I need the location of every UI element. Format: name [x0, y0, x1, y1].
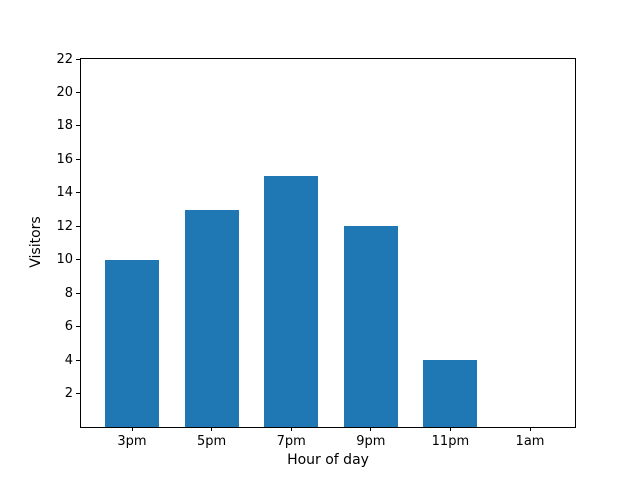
x-tick-mark [370, 427, 372, 431]
y-tick-label: 4 [64, 352, 73, 368]
y-tick-label: 6 [64, 319, 73, 335]
y-tick-mark [76, 125, 80, 127]
y-tick-mark [76, 158, 80, 160]
y-tick-mark [76, 192, 80, 194]
y-tick-label: 12 [56, 218, 73, 234]
x-tick-mark [529, 427, 531, 431]
x-tick-label-5pm: 5pm [197, 434, 227, 449]
y-tick-mark [76, 225, 80, 227]
y-tick-label: 10 [56, 252, 73, 268]
x-tick-mark [449, 427, 451, 431]
y-tick-label: 14 [56, 185, 73, 201]
y-tick-label: 22 [56, 51, 73, 67]
plot-area: 2 4 6 8 10 12 14 16 18 20 22 3pm 5pm 7pm 9pm 11pm 1am [56, 52, 576, 449]
bar-7pm [264, 176, 319, 427]
y-tick-mark [76, 259, 80, 261]
x-tick-label-9pm: 9pm [356, 434, 386, 449]
y-tick-label: 20 [56, 84, 73, 100]
y-axis-label: Visitors [28, 216, 44, 268]
y-tick-mark [76, 393, 80, 395]
bar-11pm [423, 360, 478, 427]
bar-5pm [184, 209, 239, 427]
y-tick-label: 16 [56, 151, 73, 167]
y-tick-mark [76, 359, 80, 361]
x-tick-mark [290, 427, 292, 431]
x-tick-mark [131, 427, 133, 431]
x-axis-label: Hour of day [287, 452, 369, 468]
y-tick-label: 8 [64, 285, 73, 301]
y-tick-mark [76, 91, 80, 93]
x-tick-label-1am: 1am [515, 434, 545, 449]
x-tick-mark [211, 427, 213, 431]
y-tick-mark [76, 58, 80, 60]
x-tick-label-11pm: 11pm [431, 434, 470, 449]
y-tick-label: 2 [64, 386, 73, 402]
y-tick-label: 18 [56, 118, 73, 134]
x-tick-label-7pm: 7pm [276, 434, 306, 449]
y-tick-mark [76, 292, 80, 294]
y-tick-mark [76, 326, 80, 328]
bar-9pm [343, 226, 398, 427]
x-tick-label-3pm: 3pm [117, 434, 147, 449]
bar-3pm [105, 259, 159, 427]
